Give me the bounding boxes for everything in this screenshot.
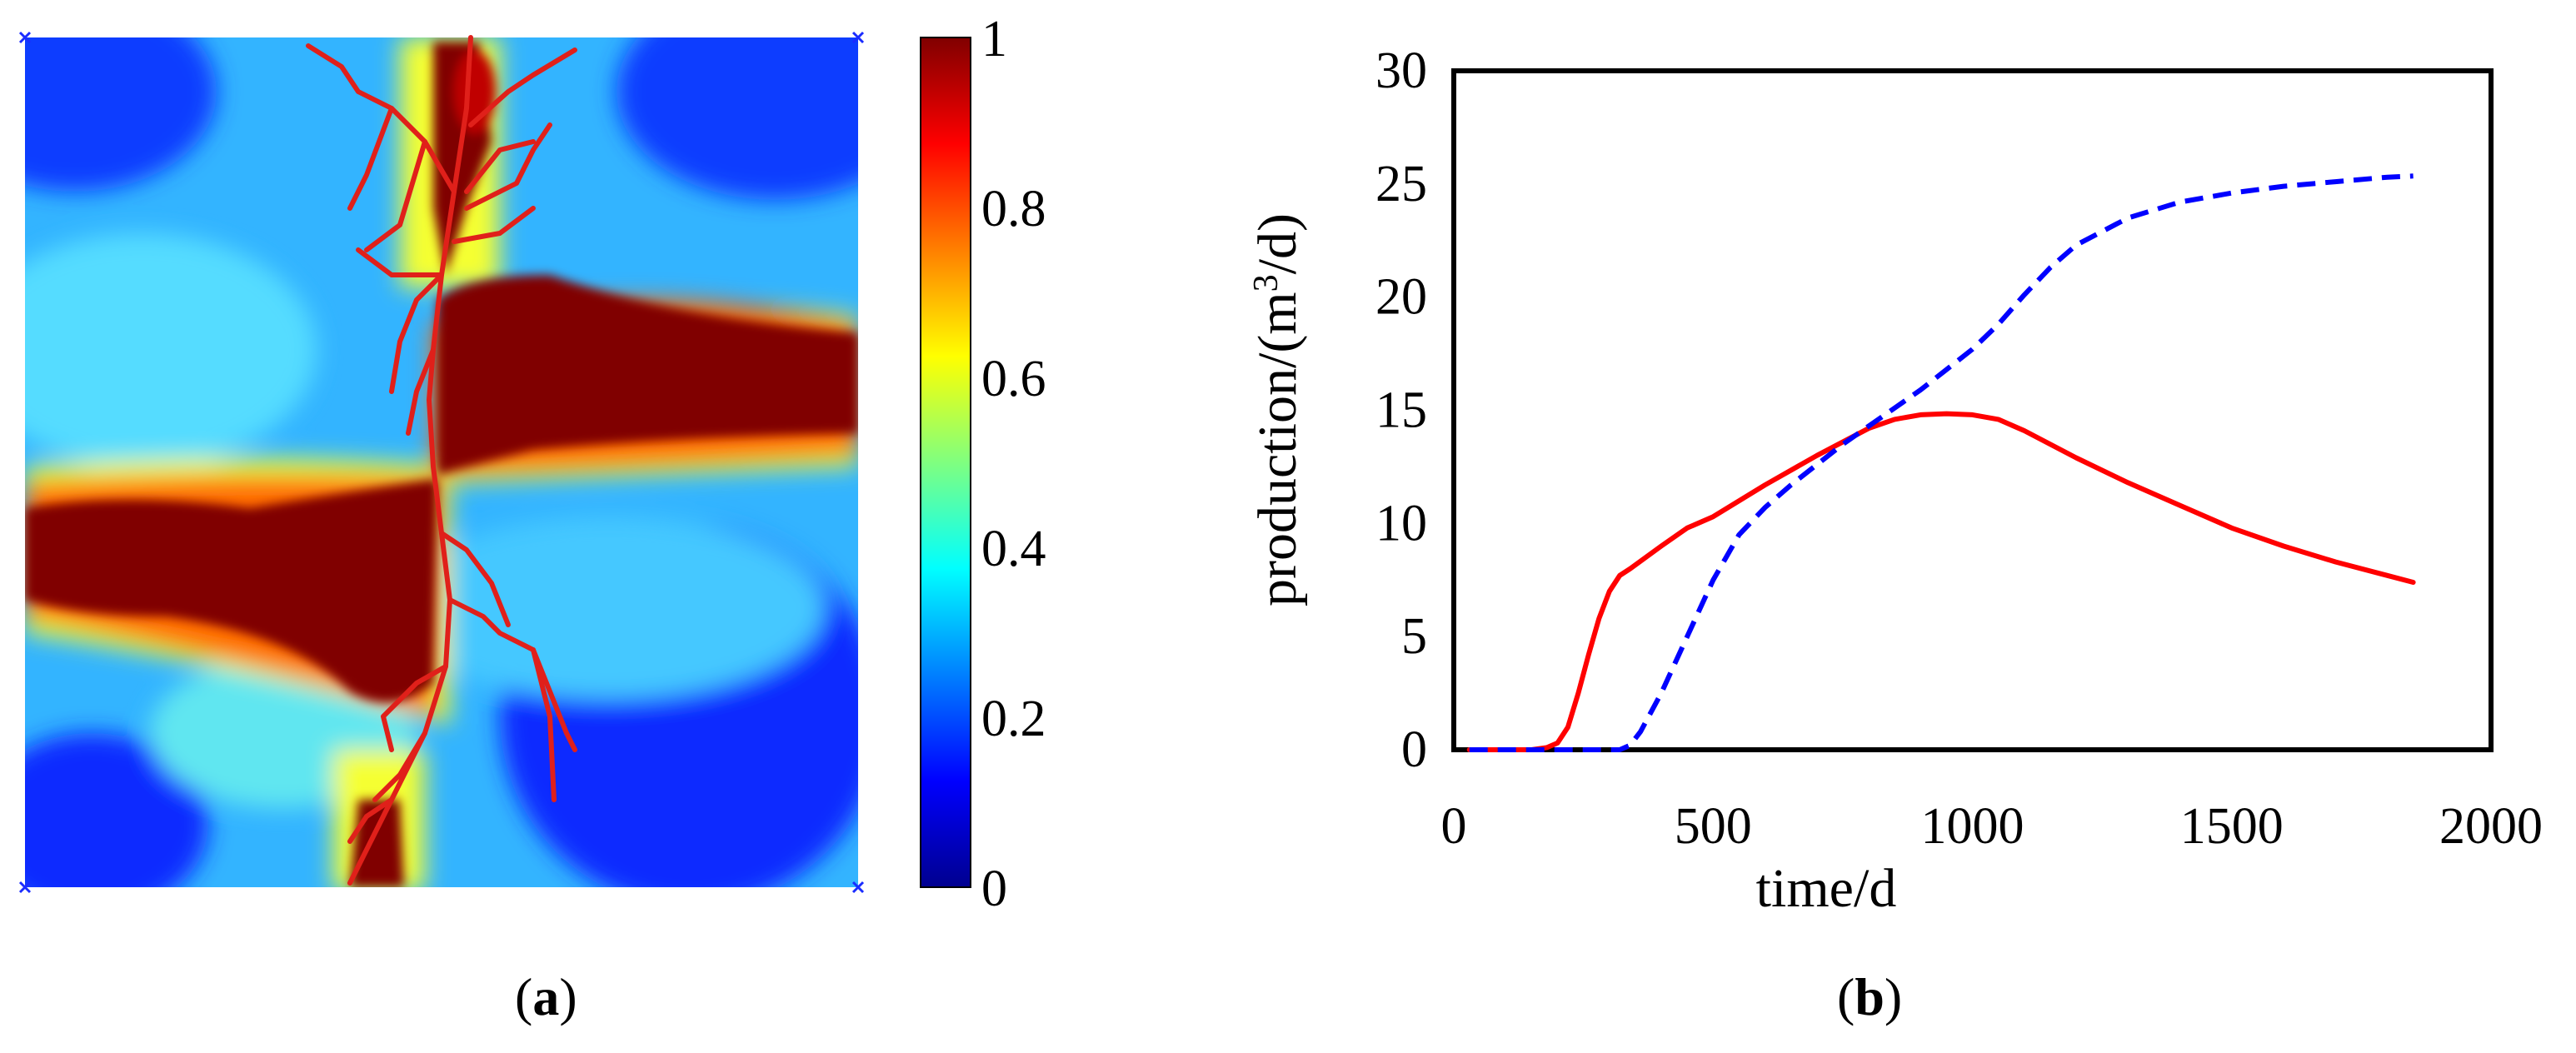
x-axis-ticks: 0 500 1000 1500 2000 bbox=[1441, 798, 2544, 855]
x-tick-label: 0 bbox=[1441, 798, 1467, 855]
colorbar bbox=[920, 37, 971, 888]
x-axis-label: time/d bbox=[1756, 858, 1897, 919]
series-line-red-solid bbox=[1466, 411, 2416, 752]
colorbar-tick-label: 1 bbox=[981, 11, 1007, 67]
colorbar-tick-label: 0.6 bbox=[981, 351, 1046, 407]
colorbar-tick-label: 0.4 bbox=[981, 521, 1046, 577]
caption-b-letter: b bbox=[1855, 967, 1885, 1026]
y-tick-label: 0 bbox=[1401, 721, 1427, 778]
x-tick-label: 2000 bbox=[2439, 798, 2543, 855]
y-tick-label: 10 bbox=[1375, 495, 1427, 551]
heatmap-field bbox=[25, 37, 858, 887]
panel-b-line-chart: 0 500 1000 1500 2000 0 5 10 15 20 25 30 time/d pro… bbox=[1247, 42, 2543, 919]
corner-markers bbox=[18, 31, 865, 894]
colorbar-tick-label: 0 bbox=[981, 861, 1007, 917]
x-tick-label: 1500 bbox=[2180, 798, 2284, 855]
colorbar-tick-label: 0.8 bbox=[981, 181, 1046, 237]
y-tick-label: 30 bbox=[1375, 42, 1427, 99]
y-tick-label: 20 bbox=[1375, 269, 1427, 326]
y-axis-ticks: 0 5 10 15 20 25 30 bbox=[1375, 42, 1427, 778]
y-tick-label: 15 bbox=[1375, 382, 1427, 439]
x-tick-label: 500 bbox=[1675, 798, 1752, 855]
caption-a: (a) bbox=[515, 967, 577, 1026]
fracture-network bbox=[306, 35, 577, 886]
panel-a-heatmap: 1 0.8 0.6 0.4 0.2 0 bbox=[18, 11, 1046, 917]
colorbar-tick-label: 0.2 bbox=[981, 691, 1046, 747]
y-tick-label: 5 bbox=[1401, 608, 1427, 665]
caption-a-letter: a bbox=[532, 967, 560, 1026]
plot-frame bbox=[1451, 68, 2494, 752]
series-line-blue-dashed bbox=[1469, 173, 2414, 752]
x-tick-label: 1000 bbox=[1921, 798, 2024, 855]
caption-b: (b) bbox=[1837, 967, 1903, 1026]
y-tick-label: 25 bbox=[1375, 156, 1427, 212]
series-layer bbox=[1466, 173, 2416, 752]
y-axis-label: production/(m3/d) bbox=[1247, 213, 1308, 606]
colorbar-ticks: 1 0.8 0.6 0.4 0.2 0 bbox=[981, 11, 1046, 917]
